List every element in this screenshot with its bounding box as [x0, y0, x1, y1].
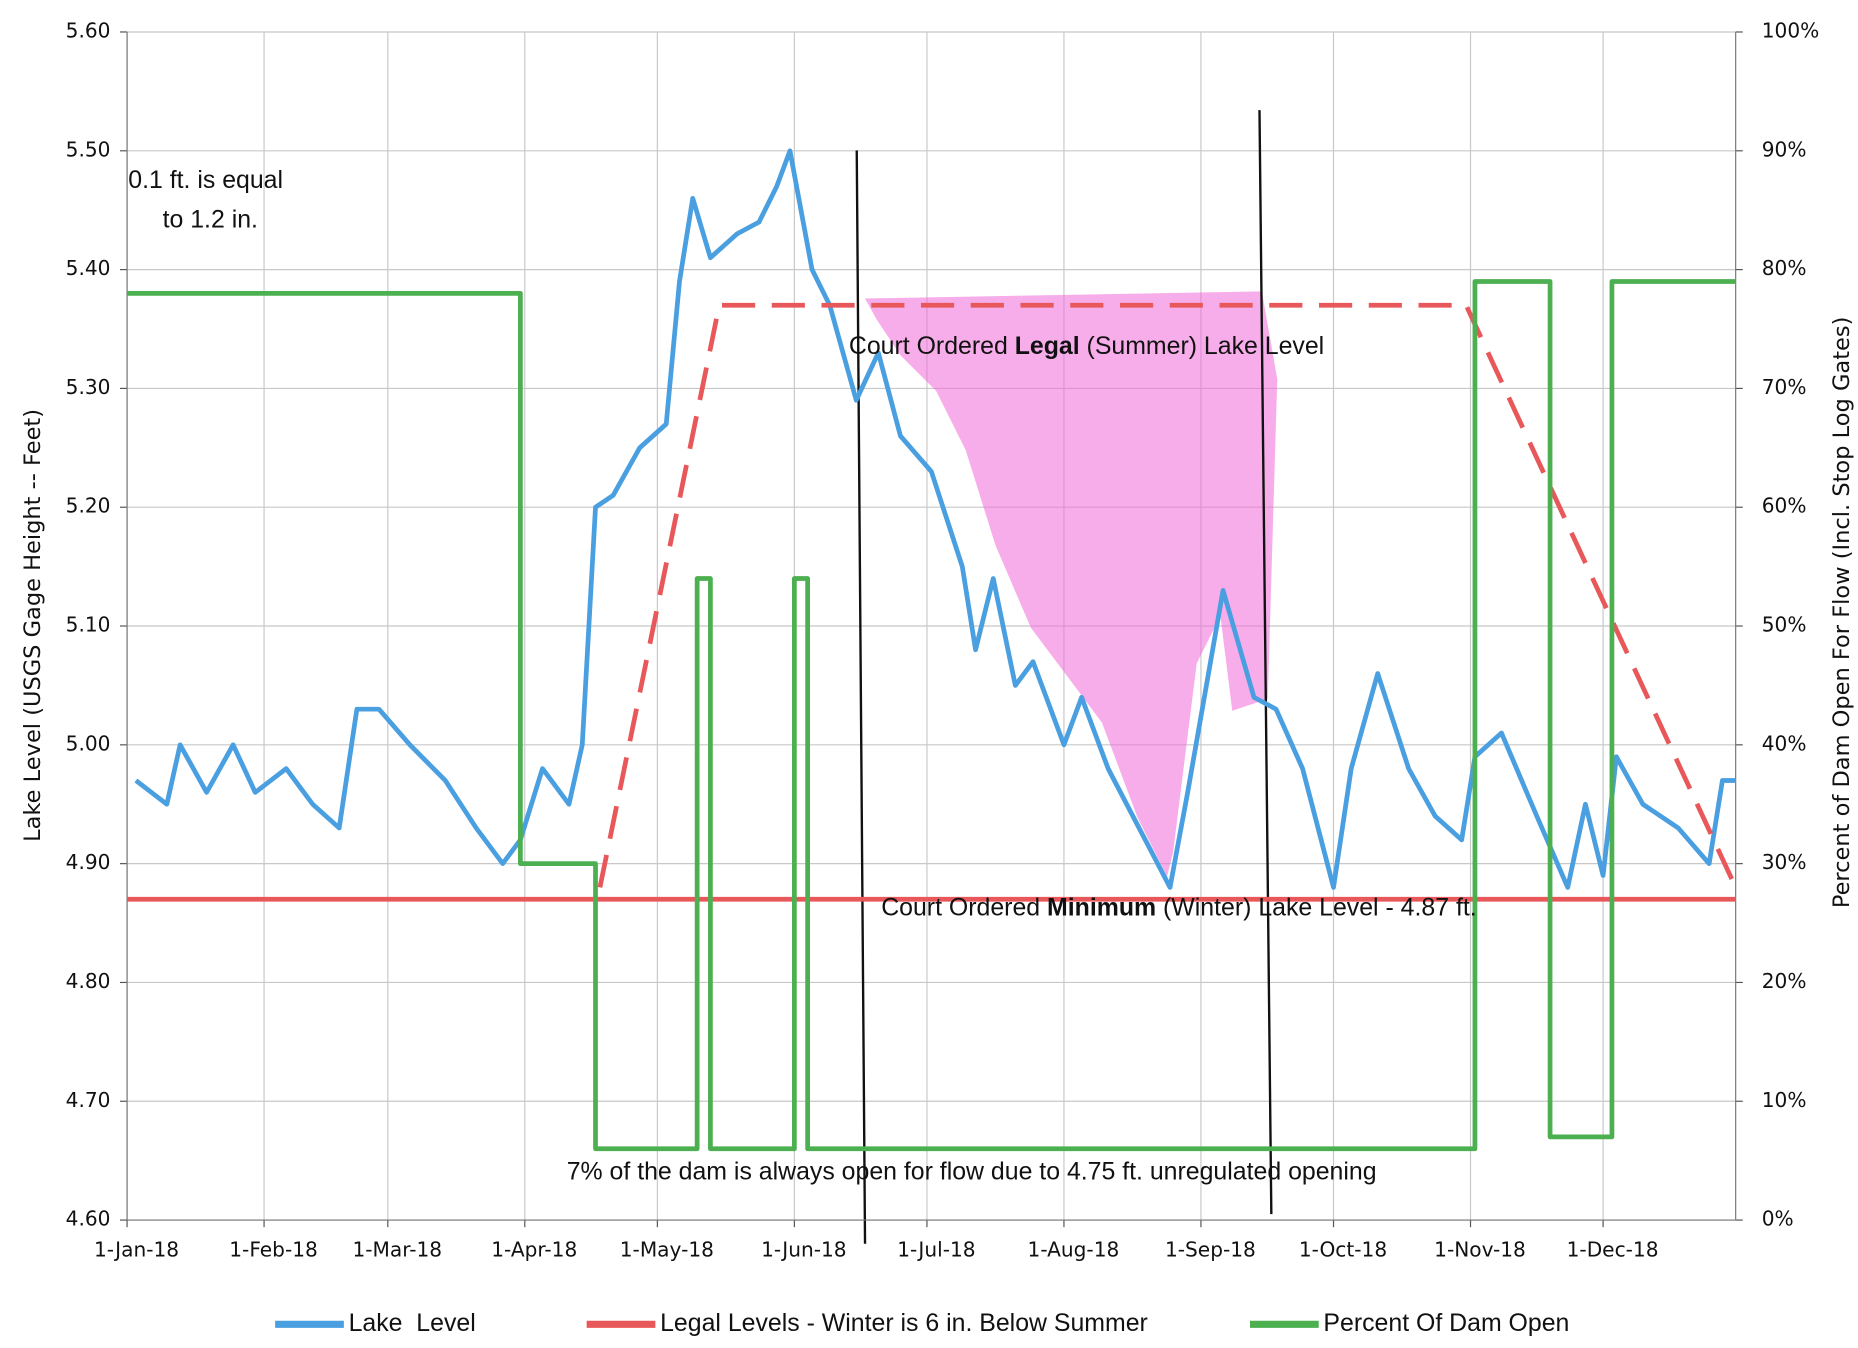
y2-tick-label: 90% — [1762, 137, 1807, 161]
grid — [126, 31, 1736, 1221]
x-tick-label: 1-Jun-18 — [761, 1237, 847, 1261]
annotation-part: Legal — [1015, 332, 1080, 360]
annotation: to 1.2 in. — [163, 205, 258, 233]
y2-tick-label: 20% — [1762, 969, 1807, 993]
y2-axis-label: Percent of Dam Open For Flow (Incl. Stop… — [1829, 317, 1855, 909]
annotation-part: Minimum — [1047, 893, 1156, 921]
annotation-part: Court Ordered — [849, 332, 1015, 360]
x-tick-label: 1-Nov-18 — [1434, 1237, 1526, 1261]
y-tick-label: 5.10 — [66, 613, 111, 637]
y-tick-label: 4.80 — [66, 969, 111, 993]
y-axis-label: Lake Level (USGS Gage Height -- Feet) — [20, 409, 46, 842]
y-tick-label: 5.40 — [66, 256, 111, 280]
annotation: 0.1 ft. is equal — [128, 166, 283, 194]
annotation-part: Court Ordered — [881, 893, 1047, 921]
y2-tick-label: 80% — [1762, 256, 1807, 280]
marker-line — [1258, 110, 1273, 1215]
y2-tick-label: 70% — [1762, 375, 1807, 399]
y-tick-label: 4.60 — [66, 1207, 111, 1231]
x-tick-label: 1-Apr-18 — [491, 1237, 577, 1261]
y-tick-label: 5.30 — [66, 375, 111, 399]
x-tick-label: 1-May-18 — [620, 1237, 714, 1261]
y2-tick-label: 0% — [1762, 1207, 1794, 1231]
legend-label: Lake Level — [349, 1309, 476, 1337]
annotation-part: 7% of the dam is always open for flow du… — [567, 1157, 1377, 1185]
annotation-part: 0.1 ft. is equal — [128, 166, 283, 194]
x-tick-label: 1-Dec-18 — [1567, 1237, 1659, 1261]
y2-tick-label: 50% — [1762, 613, 1807, 637]
y-tick-label: 5.50 — [66, 137, 111, 161]
legend-label: Legal Levels - Winter is 6 in. Below Sum… — [660, 1309, 1148, 1337]
y2-tick-label: 100% — [1762, 18, 1820, 42]
y-tick-label: 4.90 — [66, 850, 111, 874]
legend-label: Percent Of Dam Open — [1323, 1309, 1569, 1337]
series-line — [134, 148, 1736, 890]
annotation: Court Ordered Minimum (Winter) Lake Leve… — [881, 893, 1476, 921]
x-tick-label: 1-Jan-18 — [94, 1237, 179, 1261]
y-tick-label: 5.20 — [66, 494, 111, 518]
x-tick-label: 1-Sep-18 — [1165, 1237, 1256, 1261]
x-tick-label: 1-Feb-18 — [229, 1237, 318, 1261]
y-tick-label: 5.00 — [66, 731, 111, 755]
annotation-part: (Winter) Lake Level - 4.87 ft. — [1156, 893, 1477, 921]
shaded-region — [865, 291, 1278, 877]
y-tick-label: 4.70 — [66, 1088, 111, 1112]
marker-line — [855, 150, 867, 1244]
y2-tick-label: 60% — [1762, 494, 1807, 518]
annotation-part: to 1.2 in. — [163, 205, 258, 233]
x-tick-label: 1-Oct-18 — [1299, 1237, 1387, 1261]
y2-tick-label: 40% — [1762, 731, 1807, 755]
y2-tick-label: 10% — [1762, 1088, 1807, 1112]
x-tick-label: 1-Jul-18 — [897, 1237, 975, 1261]
x-tick-label: 1-Aug-18 — [1028, 1237, 1120, 1261]
series-line — [127, 279, 1736, 1152]
series-line — [597, 302, 1738, 889]
annotation: 7% of the dam is always open for flow du… — [567, 1157, 1377, 1185]
y-tick-label: 5.60 — [66, 18, 111, 42]
x-tick-label: 1-Mar-18 — [352, 1237, 442, 1261]
y2-tick-label: 30% — [1762, 850, 1807, 874]
annotation-part: (Summer) Lake Level — [1080, 332, 1325, 360]
annotation: Court Ordered Legal (Summer) Lake Level — [849, 332, 1324, 360]
